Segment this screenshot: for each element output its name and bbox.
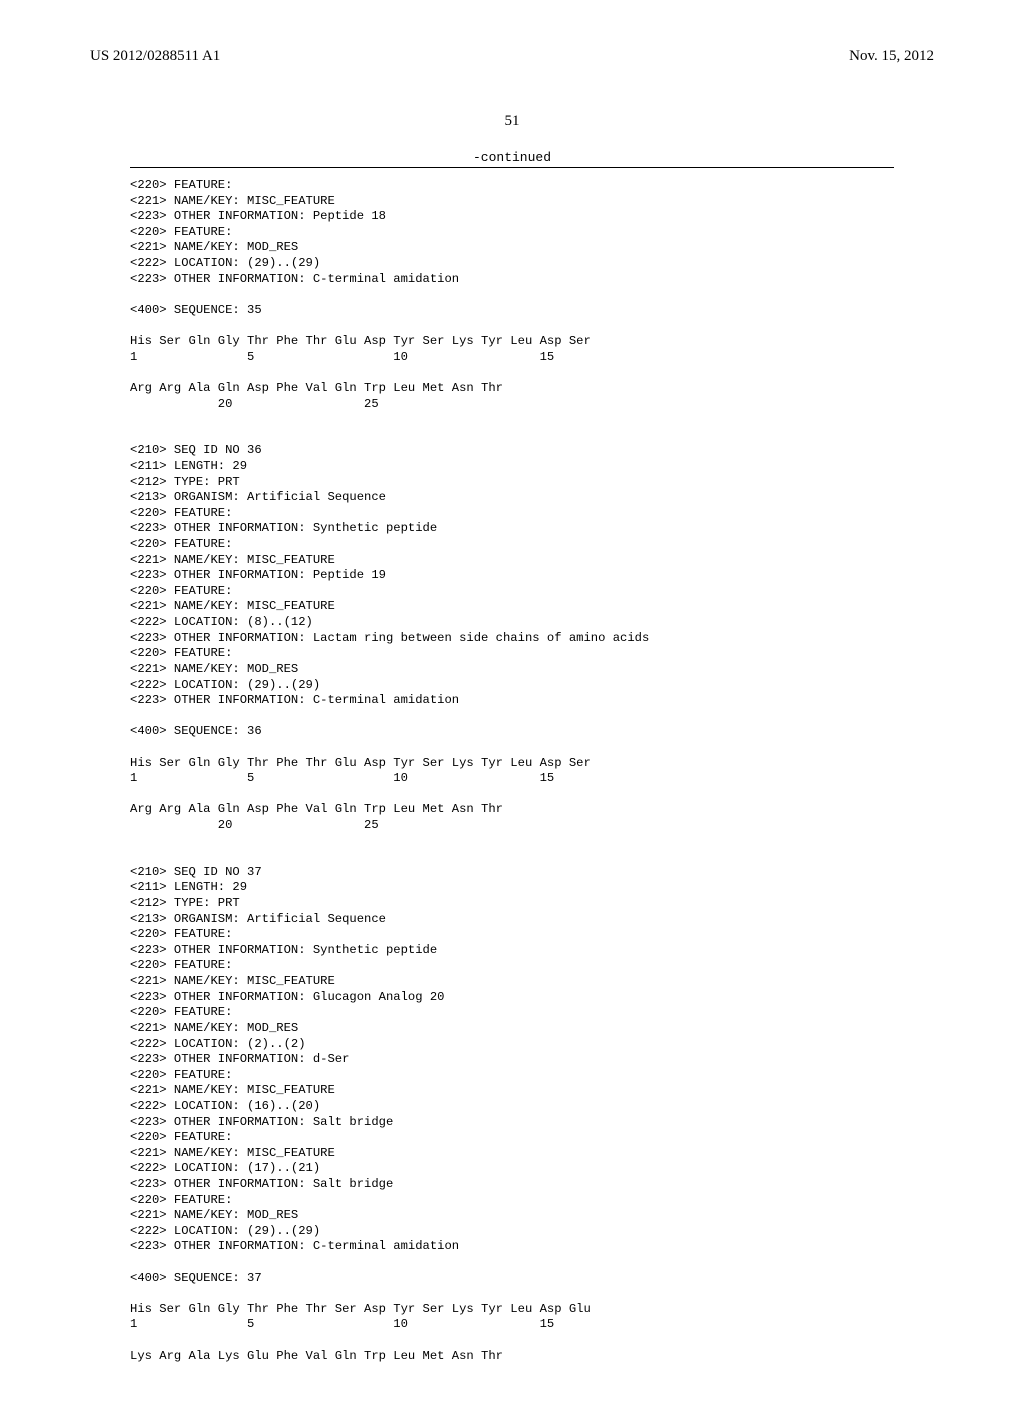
publication-number: US 2012/0288511 A1 [90, 48, 220, 65]
page-header: US 2012/0288511 A1 Nov. 15, 2012 [90, 48, 934, 65]
horizontal-rule [130, 167, 894, 168]
page-number: 51 [90, 113, 934, 130]
publication-date: Nov. 15, 2012 [849, 48, 934, 65]
continued-label: -continued [90, 150, 934, 165]
sequence-listing: <220> FEATURE: <221> NAME/KEY: MISC_FEAT… [130, 178, 894, 1364]
